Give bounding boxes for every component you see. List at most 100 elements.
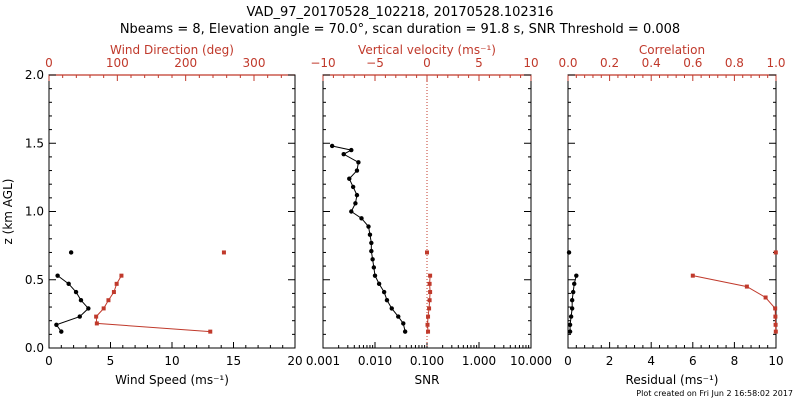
data-point-red	[426, 314, 431, 319]
data-point-red	[426, 329, 431, 334]
data-point-black	[349, 147, 354, 153]
isolated-point-black	[68, 250, 74, 255]
isolated-point-red	[773, 250, 778, 255]
chart-title: VAD_97_20170528_102218, 20170528.102316	[247, 5, 554, 20]
data-point-red	[119, 273, 124, 278]
panel-wind: 0 5 10 15 20 Wind Speed (ms⁻¹) 0 100 200 300 Wind …	[1, 43, 303, 387]
x-tick-label-bottom: 4	[647, 354, 655, 368]
x-tick-label-top: −5	[366, 56, 384, 70]
x-tick-label-top: 100	[106, 56, 129, 70]
panel-snr: 0.001 0.010 0.100 1.000 10.000 SNR −10 −5 0 5 10 Ve…	[306, 43, 552, 387]
data-point-black	[372, 273, 378, 278]
data-point-black	[381, 289, 387, 295]
isolated-point-red	[425, 250, 429, 255]
x-axis-label-bottom: SNR	[415, 373, 440, 387]
x-axis-label-bottom: Residual (ms⁻¹)	[626, 373, 719, 387]
data-point-red	[773, 329, 778, 334]
x-tick-label-bottom: 0.100	[410, 354, 444, 368]
x-tick-label-top: 0.0	[558, 56, 577, 70]
plot-frame	[567, 74, 777, 349]
y-tick-label: 2.0	[25, 68, 44, 82]
series-line-black	[332, 145, 406, 332]
data-point-red	[428, 290, 433, 295]
data-point-black	[54, 322, 59, 327]
data-point-red	[773, 306, 778, 311]
data-point-black	[401, 321, 406, 326]
series-line-black	[55, 275, 90, 332]
data-point-black	[402, 329, 408, 334]
x-tick-label-top: 10	[523, 56, 538, 70]
series-line-red	[95, 275, 211, 333]
data-point-black	[366, 224, 371, 229]
chart-subtitle: Nbeams = 8, Elevation angle = 70.0°, sca…	[120, 22, 680, 37]
x-tick-label-bottom: 2	[606, 354, 614, 368]
data-point-black	[567, 329, 573, 334]
x-tick-label-bottom: 10	[768, 354, 783, 368]
plot-frame	[322, 74, 532, 349]
isolated-point-red	[221, 250, 226, 255]
x-tick-label-top: 0.4	[642, 56, 661, 70]
data-point-black	[396, 314, 401, 319]
data-point-red	[763, 295, 768, 300]
data-point-black	[568, 314, 574, 319]
data-point-red	[773, 322, 778, 327]
data-point-red	[427, 281, 432, 286]
x-axis-label-bottom: Wind Speed (ms⁻¹)	[115, 373, 229, 387]
x-tick-label-top: 0	[423, 56, 431, 70]
data-point-red	[773, 314, 778, 319]
data-point-red	[94, 314, 99, 319]
data-point-red	[101, 306, 106, 311]
data-point-black	[354, 168, 360, 173]
x-tick-label-top: 0.6	[683, 56, 702, 70]
data-point-red	[94, 321, 99, 326]
data-point-black	[66, 281, 71, 287]
data-point-black	[350, 184, 356, 190]
data-point-red	[106, 298, 111, 303]
data-point-black	[367, 232, 373, 237]
x-tick-label-top: 0	[45, 56, 53, 70]
data-point-black	[384, 298, 390, 303]
x-tick-label-top: 300	[243, 56, 266, 70]
data-point-black	[567, 322, 573, 327]
data-point-red	[428, 273, 433, 278]
data-point-black	[359, 216, 364, 221]
data-point-black	[354, 192, 360, 198]
data-point-black	[370, 257, 375, 262]
data-point-black	[569, 306, 575, 311]
y-tick-label: 1.0	[25, 205, 44, 219]
x-tick-label-bottom: 0.010	[358, 354, 392, 368]
x-tick-label-top: −10	[310, 56, 335, 70]
data-point-black	[347, 176, 352, 181]
data-point-red	[744, 284, 749, 289]
data-point-red	[208, 329, 213, 334]
data-point-black	[572, 281, 577, 287]
data-point-black	[86, 306, 91, 311]
data-point-red	[111, 290, 116, 295]
x-tick-label-top: 0.8	[725, 56, 744, 70]
x-tick-label-bottom: 0.001	[306, 354, 340, 368]
data-point-black	[369, 240, 374, 246]
data-point-red	[427, 298, 432, 303]
data-point-red	[427, 306, 432, 311]
x-tick-label-bottom: 0	[45, 354, 53, 368]
data-point-red	[114, 281, 119, 286]
y-tick-label: 0.0	[25, 341, 44, 355]
x-tick-label-bottom: 15	[226, 354, 241, 368]
data-point-black	[389, 306, 394, 311]
plot-frame	[48, 74, 296, 349]
data-point-red	[690, 273, 695, 278]
x-tick-label-bottom: 20	[287, 354, 302, 368]
series-line-red	[692, 275, 777, 332]
data-point-black	[571, 289, 576, 295]
x-tick-label-bottom: 8	[731, 354, 739, 368]
x-axis-label-top: Correlation	[639, 43, 705, 57]
x-tick-label-top: 0.2	[600, 56, 619, 70]
data-point-black	[371, 265, 377, 270]
x-tick-label-bottom: 10.000	[510, 354, 552, 368]
x-tick-label-bottom: 6	[689, 354, 697, 368]
data-point-black	[77, 314, 82, 319]
data-point-red	[425, 322, 430, 327]
x-tick-label-top: 200	[174, 56, 197, 70]
